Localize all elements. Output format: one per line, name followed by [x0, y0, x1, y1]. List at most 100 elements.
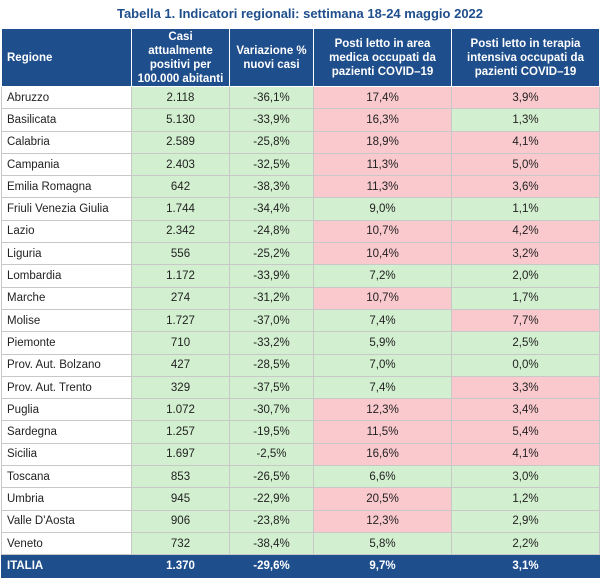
region-name: Emilia Romagna	[1, 175, 132, 199]
region-name: Sicilia	[1, 442, 132, 467]
value-cell: -19,5%	[229, 420, 314, 444]
value-cell: 2,9%	[451, 509, 600, 533]
value-cell: 4,1%	[451, 130, 600, 154]
table-row: Campania 2.403 -32,5% 11,3% 5,0%	[1, 152, 600, 177]
value-cell: -2,5%	[229, 442, 314, 467]
value-cell: -28,5%	[229, 353, 314, 377]
value-cell: 2.403	[131, 152, 230, 177]
region-name: Umbria	[1, 487, 132, 511]
table-row: Umbria 945 -22,9% 20,5% 1,2%	[1, 487, 600, 511]
column-header: Regione	[1, 28, 132, 87]
value-cell: 7,2%	[313, 264, 452, 288]
value-cell: -33,9%	[229, 108, 314, 132]
value-cell: 5,8%	[313, 531, 452, 556]
table-row: Piemonte 710 -33,2% 5,9% 2,5%	[1, 331, 600, 355]
value-cell: 12,3%	[313, 509, 452, 533]
value-cell: -31,2%	[229, 286, 314, 310]
table-row: Emilia Romagna 642 -38,3% 11,3% 3,6%	[1, 175, 600, 199]
value-cell: 1,1%	[451, 197, 600, 221]
data-table: Regione Casi attualmente positivi per 100…	[1, 28, 600, 578]
value-cell: 10,7%	[313, 219, 452, 244]
value-cell: 556	[131, 242, 230, 266]
region-name: Prov. Aut. Trento	[1, 375, 132, 400]
table-body: Abruzzo 2.118 -36,1% 17,4% 3,9% Basilicata 5.1…	[1, 85, 600, 578]
value-cell: 2.342	[131, 219, 230, 244]
value-cell: 6,6%	[313, 465, 452, 489]
value-cell: -23,8%	[229, 509, 314, 533]
table-row: Sicilia 1.697 -2,5% 16,6% 4,1%	[1, 442, 600, 467]
value-cell: 710	[131, 331, 230, 355]
value-cell: 11,3%	[313, 152, 452, 177]
total-row: ITALIA 1.370 -29,6% 9,7% 3,1%	[1, 554, 600, 578]
value-cell: -29,6%	[229, 554, 314, 578]
value-cell: 1.744	[131, 197, 230, 221]
value-cell: 0,0%	[451, 353, 600, 377]
value-cell: 3,6%	[451, 175, 600, 199]
header-row: Regione Casi attualmente positivi per 100…	[1, 28, 600, 87]
value-cell: 329	[131, 375, 230, 400]
value-cell: 5,9%	[313, 331, 452, 355]
value-cell: 3,2%	[451, 242, 600, 266]
table-row: Liguria 556 -25,2% 10,4% 3,2%	[1, 242, 600, 266]
region-name: Toscana	[1, 465, 132, 489]
value-cell: 5.130	[131, 108, 230, 132]
value-cell: 7,7%	[451, 308, 600, 333]
value-cell: 945	[131, 487, 230, 511]
value-cell: 2,2%	[451, 531, 600, 556]
value-cell: 16,3%	[313, 108, 452, 132]
value-cell: 11,3%	[313, 175, 452, 199]
table-row: Sardegna 1.257 -19,5% 11,5% 5,4%	[1, 420, 600, 444]
value-cell: -30,7%	[229, 398, 314, 422]
value-cell: 1.072	[131, 398, 230, 422]
value-cell: 642	[131, 175, 230, 199]
value-cell: 2,5%	[451, 331, 600, 355]
value-cell: -25,8%	[229, 130, 314, 154]
table-row: Molise 1.727 -37,0% 7,4% 7,7%	[1, 308, 600, 333]
value-cell: 4,2%	[451, 219, 600, 244]
value-cell: 427	[131, 353, 230, 377]
table-row: Friuli Venezia Giulia 1.744 -34,4% 9,0% 1,1%	[1, 197, 600, 221]
region-name: Sardegna	[1, 420, 132, 444]
value-cell: 4,1%	[451, 442, 600, 467]
region-name: Marche	[1, 286, 132, 310]
value-cell: 3,3%	[451, 375, 600, 400]
value-cell: 2.118	[131, 85, 230, 110]
table-row: Puglia 1.072 -30,7% 12,3% 3,4%	[1, 398, 600, 422]
value-cell: -36,1%	[229, 85, 314, 110]
table-row: Valle D'Aosta 906 -23,8% 12,3% 2,9%	[1, 509, 600, 533]
region-name: Liguria	[1, 242, 132, 266]
table-row: Marche 274 -31,2% 10,7% 1,7%	[1, 286, 600, 310]
value-cell: 1,2%	[451, 487, 600, 511]
value-cell: -38,3%	[229, 175, 314, 199]
value-cell: -32,5%	[229, 152, 314, 177]
value-cell: 1.370	[131, 554, 230, 578]
value-cell: -37,0%	[229, 308, 314, 333]
value-cell: 7,0%	[313, 353, 452, 377]
region-name: Prov. Aut. Bolzano	[1, 353, 132, 377]
region-name: ITALIA	[1, 554, 132, 578]
value-cell: 1.257	[131, 420, 230, 444]
region-name: Campania	[1, 152, 132, 177]
region-name: Puglia	[1, 398, 132, 422]
table-row: Calabria 2.589 -25,8% 18,9% 4,1%	[1, 130, 600, 154]
value-cell: 1.727	[131, 308, 230, 333]
table-row: Toscana 853 -26,5% 6,6% 3,0%	[1, 465, 600, 489]
value-cell: -34,4%	[229, 197, 314, 221]
value-cell: 2,0%	[451, 264, 600, 288]
value-cell: -33,9%	[229, 264, 314, 288]
value-cell: 16,6%	[313, 442, 452, 467]
region-name: Lombardia	[1, 264, 132, 288]
value-cell: 11,5%	[313, 420, 452, 444]
region-name: Piemonte	[1, 331, 132, 355]
value-cell: -33,2%	[229, 331, 314, 355]
value-cell: -25,2%	[229, 242, 314, 266]
table-row: Lombardia 1.172 -33,9% 7,2% 2,0%	[1, 264, 600, 288]
value-cell: 274	[131, 286, 230, 310]
value-cell: 3,0%	[451, 465, 600, 489]
value-cell: 1,3%	[451, 108, 600, 132]
column-header: Variazione % nuovi casi	[229, 28, 314, 87]
value-cell: 10,4%	[313, 242, 452, 266]
region-name: Veneto	[1, 531, 132, 556]
value-cell: 9,0%	[313, 197, 452, 221]
value-cell: 732	[131, 531, 230, 556]
